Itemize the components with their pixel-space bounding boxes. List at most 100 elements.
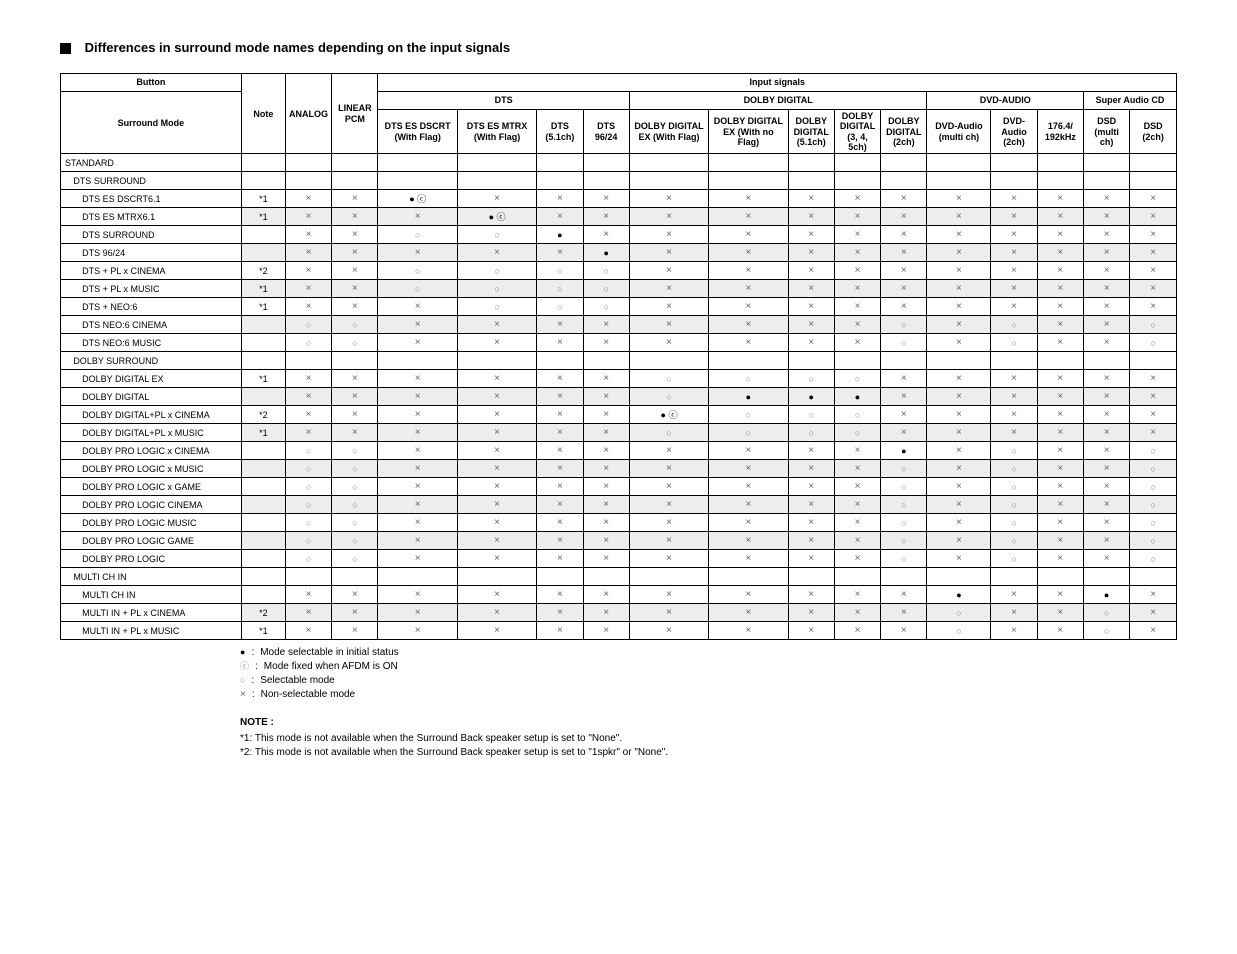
table-row: DTS + PL x CINEMA*2 <box>61 262 1177 280</box>
mode-name: DTS + NEO:6 <box>78 298 241 316</box>
data-cell <box>378 262 457 280</box>
data-cell <box>332 478 378 496</box>
note-cell <box>241 334 285 352</box>
data-cell <box>537 190 583 208</box>
data-cell <box>332 424 378 442</box>
legend-4: Non-selectable mode <box>261 688 356 702</box>
data-cell <box>537 460 583 478</box>
data-cell <box>285 226 331 244</box>
data-cell <box>927 388 991 406</box>
note-cell: *1 <box>241 424 285 442</box>
data-cell <box>709 478 788 496</box>
data-cell <box>927 316 991 334</box>
data-cell <box>629 406 708 424</box>
table-row: MULTI IN + PL x CINEMA*2 <box>61 604 1177 622</box>
data-cell <box>332 190 378 208</box>
data-cell <box>709 406 788 424</box>
hdr-dts-9624: DTS 96/24 <box>583 110 629 154</box>
title-square-icon <box>60 43 71 54</box>
data-cell <box>1130 316 1177 334</box>
data-cell <box>378 388 457 406</box>
data-cell <box>834 334 880 352</box>
data-cell <box>834 406 880 424</box>
data-cell <box>927 604 991 622</box>
note-cell: *2 <box>241 406 285 424</box>
data-cell <box>709 532 788 550</box>
data-cell <box>285 334 331 352</box>
data-cell <box>378 316 457 334</box>
data-cell <box>1130 442 1177 460</box>
data-cell <box>629 442 708 460</box>
data-cell <box>629 532 708 550</box>
data-cell <box>709 514 788 532</box>
data-cell <box>583 226 629 244</box>
data-cell <box>378 514 457 532</box>
data-cell <box>709 496 788 514</box>
data-cell <box>927 532 991 550</box>
data-cell <box>1130 586 1177 604</box>
data-cell <box>537 388 583 406</box>
data-cell <box>1084 460 1130 478</box>
data-cell <box>709 226 788 244</box>
data-cell <box>332 622 378 640</box>
data-cell <box>285 460 331 478</box>
data-cell <box>927 298 991 316</box>
data-cell <box>927 586 991 604</box>
section-header-2: DOLBY SURROUND <box>61 352 1177 370</box>
data-cell <box>285 280 331 298</box>
mode-name: DTS NEO:6 CINEMA <box>78 316 241 334</box>
table-row: DOLBY PRO LOGIC x CINEMA <box>61 442 1177 460</box>
mode-name: DTS SURROUND <box>78 226 241 244</box>
data-cell <box>834 586 880 604</box>
data-cell <box>991 262 1037 280</box>
mode-name: DTS + PL x MUSIC <box>78 280 241 298</box>
data-cell <box>285 316 331 334</box>
data-cell <box>1130 388 1177 406</box>
data-cell <box>537 424 583 442</box>
data-cell <box>927 478 991 496</box>
table-row: DTS ES MTRX6.1*1 <box>61 208 1177 226</box>
data-cell <box>537 604 583 622</box>
data-cell <box>927 442 991 460</box>
data-cell <box>881 388 927 406</box>
mode-name: DOLBY DIGITAL+PL x CINEMA <box>78 406 241 424</box>
data-cell <box>629 208 708 226</box>
data-cell <box>378 226 457 244</box>
data-cell <box>709 442 788 460</box>
data-cell <box>583 190 629 208</box>
data-cell <box>537 406 583 424</box>
data-cell <box>834 532 880 550</box>
data-cell <box>834 316 880 334</box>
data-cell <box>1130 226 1177 244</box>
data-cell <box>537 478 583 496</box>
data-cell <box>991 316 1037 334</box>
data-cell <box>583 424 629 442</box>
data-cell <box>378 442 457 460</box>
data-cell <box>332 208 378 226</box>
data-cell <box>834 298 880 316</box>
page-title: Differences in surround mode names depen… <box>60 40 1177 55</box>
data-cell <box>629 370 708 388</box>
note-cell <box>241 532 285 550</box>
note-cell: *2 <box>241 604 285 622</box>
data-cell <box>788 514 834 532</box>
data-cell <box>834 388 880 406</box>
hdr-176-192: 176.4/ 192kHz <box>1037 110 1083 154</box>
data-cell <box>457 424 536 442</box>
hdr-sacd-group: Super Audio CD <box>1084 92 1177 110</box>
data-cell <box>788 226 834 244</box>
data-cell <box>583 514 629 532</box>
data-cell <box>788 334 834 352</box>
data-cell <box>285 532 331 550</box>
data-cell <box>1084 262 1130 280</box>
data-cell <box>537 532 583 550</box>
data-cell <box>583 334 629 352</box>
table-row: MULTI IN + PL x MUSIC*1 <box>61 622 1177 640</box>
hdr-dd-ex-noflag: DOLBY DIGITAL EX (With no Flag) <box>709 110 788 154</box>
data-cell <box>285 406 331 424</box>
data-cell <box>537 496 583 514</box>
data-cell <box>834 460 880 478</box>
data-cell <box>881 370 927 388</box>
data-cell <box>1130 244 1177 262</box>
note-cell <box>241 316 285 334</box>
